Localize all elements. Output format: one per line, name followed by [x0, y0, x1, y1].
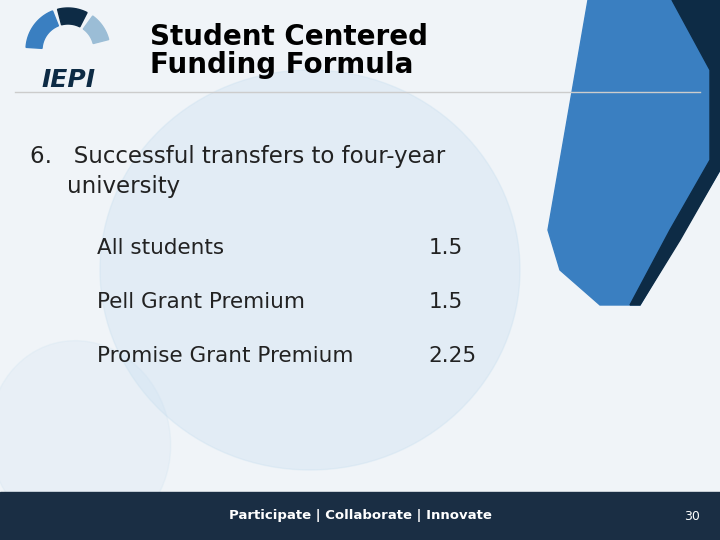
Text: 1.5: 1.5	[428, 238, 463, 259]
Text: Promise Grant Premium: Promise Grant Premium	[97, 346, 354, 367]
Text: university: university	[67, 175, 180, 198]
Text: All students: All students	[97, 238, 225, 259]
Ellipse shape	[100, 70, 520, 470]
Polygon shape	[26, 11, 58, 49]
Polygon shape	[630, 0, 720, 305]
Text: 6.   Successful transfers to four-year: 6. Successful transfers to four-year	[30, 145, 445, 168]
Polygon shape	[84, 16, 109, 44]
Text: 30: 30	[684, 510, 700, 523]
Text: Funding Formula: Funding Formula	[150, 51, 413, 79]
Polygon shape	[58, 8, 87, 27]
Text: Pell Grant Premium: Pell Grant Premium	[97, 292, 305, 313]
Text: 1.5: 1.5	[428, 292, 463, 313]
Text: 2.25: 2.25	[428, 346, 477, 367]
Polygon shape	[548, 0, 720, 305]
Text: IEPI: IEPI	[41, 68, 95, 92]
Ellipse shape	[0, 341, 171, 539]
Text: Student Centered: Student Centered	[150, 23, 428, 51]
FancyBboxPatch shape	[0, 492, 720, 540]
Text: Participate | Collaborate | Innovate: Participate | Collaborate | Innovate	[228, 510, 492, 523]
